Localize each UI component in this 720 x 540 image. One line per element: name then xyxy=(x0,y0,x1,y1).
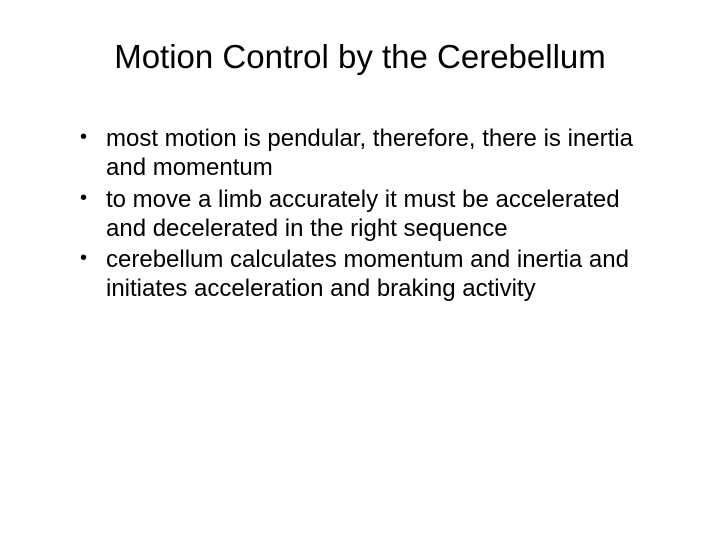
list-item: cerebellum calculates momentum and inert… xyxy=(80,245,654,304)
list-item: most motion is pendular, therefore, ther… xyxy=(80,124,654,183)
slide-title: Motion Control by the Cerebellum xyxy=(50,38,670,76)
slide: Motion Control by the Cerebellum most mo… xyxy=(0,0,720,540)
bullet-list: most motion is pendular, therefore, ther… xyxy=(80,124,654,304)
list-item: to move a limb accurately it must be acc… xyxy=(80,185,654,244)
